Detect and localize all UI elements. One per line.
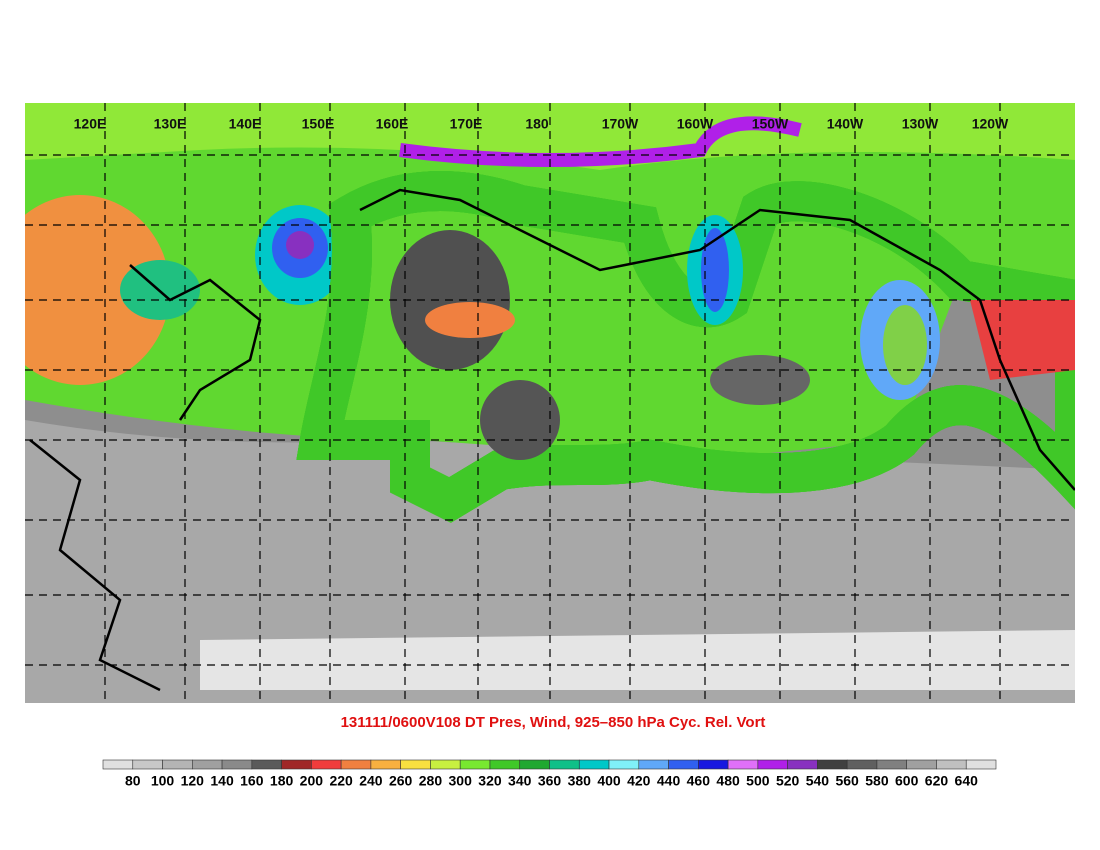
colorbar-swatch <box>162 759 193 770</box>
colorbar-label: 520 <box>776 773 800 789</box>
longitude-label: 130W <box>902 116 939 132</box>
colorbar-label: 120 <box>181 773 205 789</box>
colorbar-label: 560 <box>835 773 859 789</box>
colorbar-swatch <box>132 759 163 770</box>
orange-blob <box>25 195 170 385</box>
colorbar-swatch <box>668 759 699 770</box>
colorbar-label: 320 <box>478 773 502 789</box>
colorbar-swatch <box>251 759 282 770</box>
colorbar-swatch <box>817 759 848 770</box>
colorbar-swatch <box>906 759 937 770</box>
colorbar-swatch <box>965 759 997 770</box>
colorbar-swatch <box>846 759 878 770</box>
colorbar-swatch <box>876 759 908 770</box>
colorbar-label: 420 <box>627 773 651 789</box>
graticule <box>25 103 1075 703</box>
red-land <box>970 300 1075 380</box>
longitude-label: 150E <box>302 116 335 132</box>
orange-streak <box>425 302 515 338</box>
colorbar-swatch <box>638 759 669 770</box>
colorbar-swatch <box>549 759 580 770</box>
colorbar-label: 140 <box>210 773 234 789</box>
map <box>25 103 1075 703</box>
colorbar-label: 80 <box>125 773 141 789</box>
colorbar: 80 100 120 140 160 180 200 220 240 260 280 300 320 34… <box>102 759 997 789</box>
colorbar-label: 380 <box>568 773 592 789</box>
colorbar-label: 200 <box>300 773 324 789</box>
colorbar-swatch <box>221 759 253 770</box>
colorbar-swatch <box>459 759 491 770</box>
colorbar-swatch <box>370 759 401 770</box>
colorbar-label: 240 <box>359 773 383 789</box>
longitude-label: 150W <box>752 116 789 132</box>
colorbar-label: 100 <box>151 773 175 789</box>
map-title: 131111/0600V108 DT Pres, Wind, 925–850 h… <box>341 714 766 731</box>
colorbar-swatch <box>936 759 967 770</box>
white-patch <box>200 630 1075 690</box>
longitude-label: 160E <box>376 116 409 132</box>
longitude-lines <box>104 103 1001 703</box>
colorbar-swatch <box>340 759 372 770</box>
colorbar-label: 280 <box>419 773 443 789</box>
colorbar-swatch <box>489 759 521 770</box>
colorbar-swatch <box>430 759 461 770</box>
longitude-label: 140E <box>229 116 262 132</box>
longitude-label: 160W <box>677 116 714 132</box>
colorbar-label: 440 <box>657 773 681 789</box>
longitude-label: 120W <box>972 116 1009 132</box>
colorbar-label: 480 <box>716 773 740 789</box>
colorbar-label: 340 <box>508 773 532 789</box>
longitude-label: 170E <box>450 116 483 132</box>
colorbar-swatch <box>102 759 134 770</box>
longitude-labels: 120E 130E 140E 150E 160E 170E 180 170W 160W 150W 1… <box>74 116 1009 132</box>
colorbar-swatch <box>727 759 759 770</box>
colorbar-label: 620 <box>925 773 949 789</box>
colorbar-swatch <box>400 759 431 770</box>
colorbar-label: 600 <box>895 773 919 789</box>
dark-patch <box>480 380 560 460</box>
colorbar-swatch <box>698 759 729 770</box>
colorbar-label: 160 <box>240 773 264 789</box>
colorbar-label: 260 <box>389 773 413 789</box>
colorbar-swatch <box>757 759 788 770</box>
colorbar-label: 360 <box>538 773 562 789</box>
colorbar-label: 540 <box>806 773 830 789</box>
colorbar-swatch <box>578 759 610 770</box>
colorbar-swatch <box>608 759 640 770</box>
cold-tongue-core <box>701 228 729 312</box>
longitude-label: 170W <box>602 116 639 132</box>
colorbar-label: 580 <box>865 773 889 789</box>
colorbar-label: 640 <box>955 773 979 789</box>
colorbar-swatch <box>192 759 223 770</box>
longitude-label: 130E <box>154 116 187 132</box>
colorbar-label: 180 <box>270 773 294 789</box>
colorbar-swatch <box>281 759 312 770</box>
colorbar-swatch <box>519 759 550 770</box>
longitude-label: 180 <box>525 116 549 132</box>
dark-patch <box>710 355 810 405</box>
colorbar-label: 460 <box>687 773 711 789</box>
vortex-core <box>286 231 314 259</box>
green-blob <box>883 305 927 385</box>
longitude-label: 120E <box>74 116 107 132</box>
colorbar-swatch <box>311 759 342 770</box>
colorbar-swatch <box>787 759 818 770</box>
colorbar-label: 300 <box>449 773 473 789</box>
colorbar-label: 220 <box>329 773 353 789</box>
longitude-label: 140W <box>827 116 864 132</box>
colorbar-label: 500 <box>746 773 770 789</box>
colorbar-label: 400 <box>597 773 621 789</box>
